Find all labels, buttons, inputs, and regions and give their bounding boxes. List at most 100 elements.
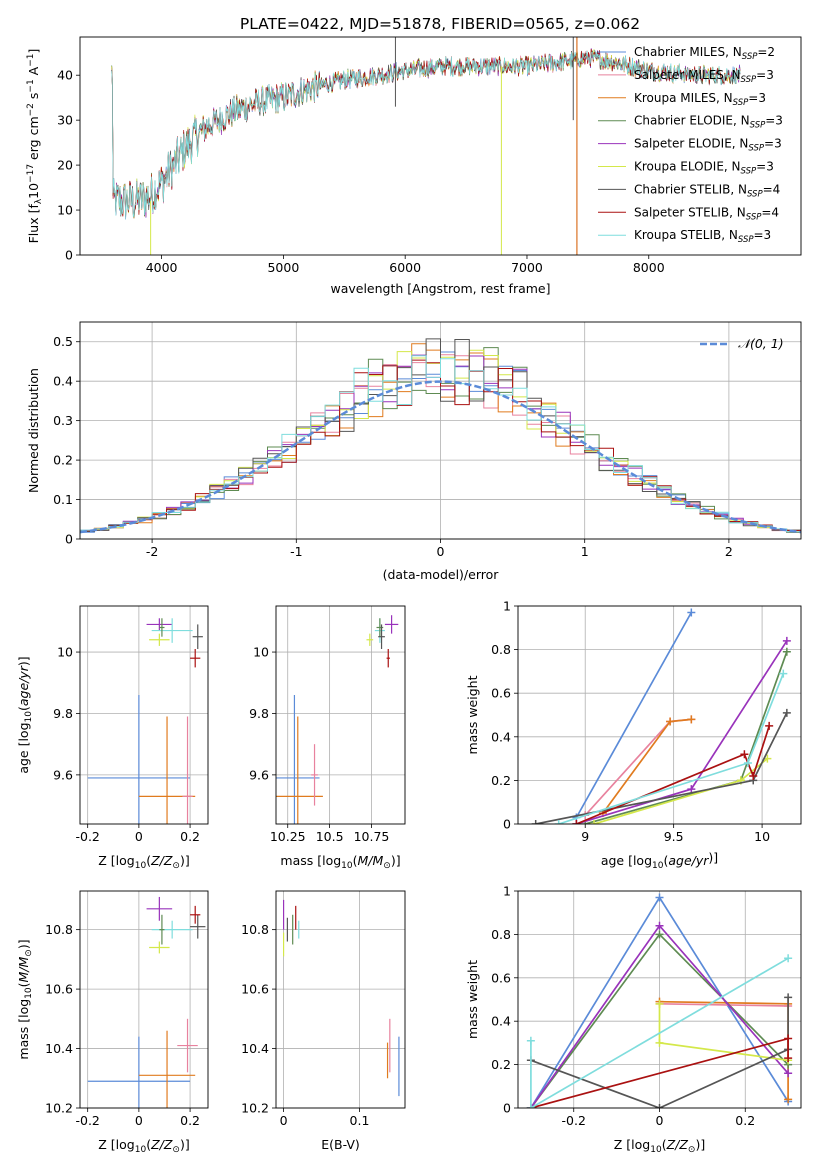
legend-entry: Salpeter STELIB, NSSP=4 xyxy=(634,205,779,222)
x-tick-label: 0.2 xyxy=(180,829,200,844)
x-tick-label: 0 xyxy=(135,1113,143,1128)
panel-age-vs-mass: 10.25 10.5 10.75 9.6 9.8 10 mass [log10(M/M⊙)] xyxy=(249,605,406,871)
x-axis-label: wavelength [Angstrom, rest frame] xyxy=(330,281,550,296)
y-tick-label: 9.8 xyxy=(53,706,73,721)
plot-area-age-vs-mass xyxy=(276,615,399,824)
x-tick-label: 2 xyxy=(725,544,733,559)
x-tick-label: 0 xyxy=(437,544,445,559)
weight-series-line xyxy=(584,718,692,816)
axes-frame xyxy=(79,605,209,825)
figure-title: PLATE=0422, MJD=51878, FIBERID=0565, z=0… xyxy=(240,15,640,33)
y-tick-label: 30 xyxy=(57,113,73,128)
y-tick-label: 0.2 xyxy=(491,1057,511,1072)
x-tick-label: 7000 xyxy=(511,260,543,275)
y-tick-label: 0.4 xyxy=(491,729,511,744)
weight-series-line xyxy=(584,651,788,824)
y-tick-label: 0 xyxy=(65,248,73,263)
legend-entry: Kroupa MILES, NSSP=3 xyxy=(634,91,766,108)
plot-area-mass-vs-Z xyxy=(87,896,206,1108)
x-tick-label: 1 xyxy=(581,544,589,559)
weight-point xyxy=(743,758,752,767)
plot-area-spectrum xyxy=(111,37,741,255)
x-tick-label: 9.5 xyxy=(664,829,684,844)
x-tick-label: 10 xyxy=(754,829,770,844)
weight-point xyxy=(687,785,696,794)
panel-mass-vs-ebv: 0 0.1 10.2 10.4 10.6 10.8 E(B-V) xyxy=(241,890,406,1152)
weight-point xyxy=(784,1095,793,1104)
y-tick-label: 10.8 xyxy=(241,922,269,937)
weight-series-line xyxy=(659,1002,789,1007)
y-tick-label: 9.6 xyxy=(53,767,73,782)
x-axis-label: (data-model)/error xyxy=(383,567,500,582)
y-tick-label: 9.6 xyxy=(249,767,269,782)
axes-frame xyxy=(517,605,802,825)
legend-entry: Salpeter MILES, NSSP=3 xyxy=(634,68,774,85)
x-tick-label: 9 xyxy=(581,829,589,844)
x-axis-label: age [log10(age/yr)] xyxy=(601,850,718,871)
weight-point xyxy=(590,820,599,824)
weight-series-line xyxy=(535,712,788,824)
spectrum-line xyxy=(111,51,741,220)
y-tick-label: 10.4 xyxy=(241,1041,269,1056)
panel-residuals: -2 -1 0 1 2 0 0.1 0.2 0.3 0.4 0.5 𝒩(0, 1) (data-mode… xyxy=(26,321,802,582)
weight-point xyxy=(782,647,791,656)
weight-point xyxy=(655,999,664,1008)
weight-point xyxy=(784,1069,793,1078)
y-tick-label: 0.6 xyxy=(491,686,511,701)
plot-area-weight-vs-age xyxy=(531,608,791,824)
weight-series-line xyxy=(530,957,789,1108)
axes-frame xyxy=(79,890,209,1109)
axes-frame xyxy=(275,890,406,1109)
x-tick-label: -1 xyxy=(290,544,302,559)
x-tick-label: -0.2 xyxy=(562,1113,586,1128)
y-axis-label: Flux [fλ10−17 erg cm−2 s−1 A−1] xyxy=(26,49,44,244)
y-tick-label: 20 xyxy=(57,158,73,173)
panel-mass-vs-Z: -0.2 0 0.2 10.2 10.4 10.6 10.8 Z [log10(Z/Z⊙)] m… xyxy=(16,890,209,1155)
y-tick-label: 0.5 xyxy=(53,334,73,349)
axes-frame xyxy=(275,605,406,825)
legend-entry: Kroupa STELIB, NSSP=3 xyxy=(634,228,771,245)
y-axis-label: age [log10(age/yr)] xyxy=(16,656,34,773)
y-tick-label: 0.3 xyxy=(53,413,73,428)
x-axis-label: Z [log10(Z/Z⊙)] xyxy=(614,1137,705,1155)
legend-entry: Chabrier STELIB, NSSP=4 xyxy=(634,182,780,199)
x-tick-label: 0.2 xyxy=(180,1113,200,1128)
y-tick-label: 1 xyxy=(503,884,511,899)
x-tick-label: 0.1 xyxy=(350,1113,370,1128)
y-tick-label: 0 xyxy=(503,1101,511,1116)
y-tick-label: 0.8 xyxy=(491,927,511,942)
panel-weight-vs-age: 9 9.5 10 0 0.2 0.4 0.6 0.8 1 age [log10(age/yr)] m… xyxy=(465,599,802,871)
weight-series-line xyxy=(576,725,771,824)
y-tick-label: 10.4 xyxy=(45,1041,73,1056)
weight-series-line xyxy=(575,612,693,818)
y-tick-label: 0.4 xyxy=(491,1014,511,1029)
weight-point xyxy=(784,1054,793,1063)
x-tick-label: 6000 xyxy=(389,260,421,275)
plot-area-mass-vs-ebv xyxy=(282,899,400,1097)
axes-frame xyxy=(517,890,802,1109)
weight-point xyxy=(779,669,788,678)
y-tick-label: 10.2 xyxy=(241,1101,269,1116)
y-tick-label: 10.6 xyxy=(45,982,73,997)
x-tick-label: 0 xyxy=(280,1113,288,1128)
y-tick-label: 0.2 xyxy=(491,773,511,788)
weight-point xyxy=(655,1104,664,1108)
weight-point xyxy=(655,893,664,902)
weight-point xyxy=(526,1104,535,1108)
axes-frame xyxy=(79,36,802,256)
weight-point xyxy=(531,820,540,824)
weight-series-line xyxy=(530,997,789,1108)
y-axis-label: Normed distribution xyxy=(26,368,41,493)
x-tick-label: 10.75 xyxy=(354,829,390,844)
y-tick-label: 10 xyxy=(57,645,73,660)
legend-entry: Kroupa ELODIE, NSSP=3 xyxy=(634,160,774,177)
y-tick-label: 0.6 xyxy=(491,970,511,985)
x-axis-label: E(B-V) xyxy=(321,1137,360,1152)
x-axis-label: Z [log10(Z/Z⊙)] xyxy=(98,853,189,871)
panel-spectrum: 4000 5000 6000 7000 8000 0 10 20 30 40 wavelength … xyxy=(26,36,802,296)
y-tick-label: 10.6 xyxy=(241,982,269,997)
x-tick-label: -0.2 xyxy=(75,1113,99,1128)
x-axis-label: Z [log10(Z/Z⊙)] xyxy=(98,1137,189,1155)
weight-point xyxy=(687,715,696,724)
y-tick-label: 0.4 xyxy=(53,374,73,389)
